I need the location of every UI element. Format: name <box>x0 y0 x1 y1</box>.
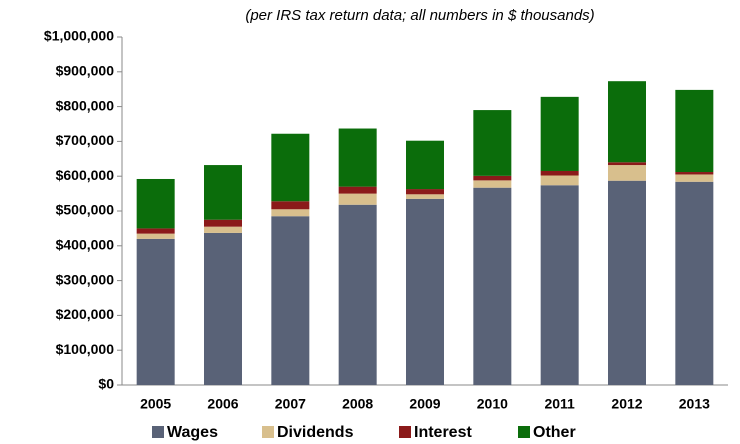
y-tick-label: $0 <box>98 376 114 392</box>
bar-segment <box>675 181 714 385</box>
y-tick-label: $400,000 <box>56 237 115 253</box>
bar-segment <box>204 165 242 220</box>
legend-swatch <box>399 426 411 438</box>
bar-segment <box>338 193 377 205</box>
y-tick-label: $800,000 <box>56 97 115 113</box>
bar-segment <box>136 233 175 239</box>
bar-segment <box>406 198 444 385</box>
bar-segment <box>540 96 579 171</box>
legend-swatch <box>262 426 274 438</box>
y-tick-label: $200,000 <box>56 306 115 322</box>
x-tick-label: 2012 <box>611 396 642 412</box>
x-tick-label: 2013 <box>679 396 710 412</box>
legend-label: Wages <box>167 424 218 441</box>
x-tick-label: 2011 <box>544 396 575 412</box>
legend-label: Other <box>533 424 576 441</box>
chart-subtitle: (per IRS tax return data; all numbers in… <box>245 7 594 24</box>
x-tick-label: 2009 <box>409 396 440 412</box>
y-tick-label: $300,000 <box>56 271 115 287</box>
bar-segment <box>338 186 377 194</box>
y-tick-label: $100,000 <box>56 341 115 357</box>
bar-segment <box>608 162 646 166</box>
bar-segment <box>608 165 646 181</box>
legend-label: Interest <box>414 424 472 441</box>
bar-segment <box>473 175 512 181</box>
y-tick-label: $900,000 <box>56 63 115 79</box>
bar-segment <box>473 110 512 176</box>
bar-segment <box>338 128 377 187</box>
y-tick-label: $1,000,000 <box>44 28 114 44</box>
bar-segment <box>473 187 512 385</box>
bar-segment <box>473 180 512 188</box>
x-tick-label: 2005 <box>140 396 171 412</box>
bar-segment <box>608 81 646 163</box>
bar-segment <box>406 189 444 195</box>
bar-segment <box>338 204 377 385</box>
bar-segment <box>271 133 310 202</box>
y-tick-label: $700,000 <box>56 132 115 148</box>
bar-segment <box>271 201 310 210</box>
bar-segment <box>204 226 242 233</box>
y-tick-label: $600,000 <box>56 167 115 183</box>
bar-segment <box>675 89 714 173</box>
bar-segment <box>540 175 579 186</box>
bar-segment <box>136 178 175 229</box>
legend-label: Dividends <box>277 424 354 441</box>
x-tick-label: 2006 <box>207 396 238 412</box>
legend-swatch <box>152 426 164 438</box>
bar-segment <box>608 180 646 385</box>
x-tick-label: 2007 <box>275 396 306 412</box>
bar-segment <box>540 185 579 385</box>
y-tick-label: $500,000 <box>56 202 115 218</box>
bar-segment <box>204 232 242 385</box>
bar-segment <box>675 174 714 182</box>
bar-segment <box>136 238 175 385</box>
bar-segment <box>406 194 444 199</box>
bar-segment <box>271 216 310 385</box>
legend-swatch <box>518 426 530 438</box>
bar-segment <box>540 170 579 176</box>
bar-segment <box>136 228 175 234</box>
bar-segment <box>204 219 242 227</box>
x-tick-label: 2008 <box>342 396 373 412</box>
bar-segment <box>271 209 310 217</box>
x-tick-label: 2010 <box>477 396 508 412</box>
bar-segment <box>675 172 714 175</box>
bar-segment <box>406 140 444 190</box>
